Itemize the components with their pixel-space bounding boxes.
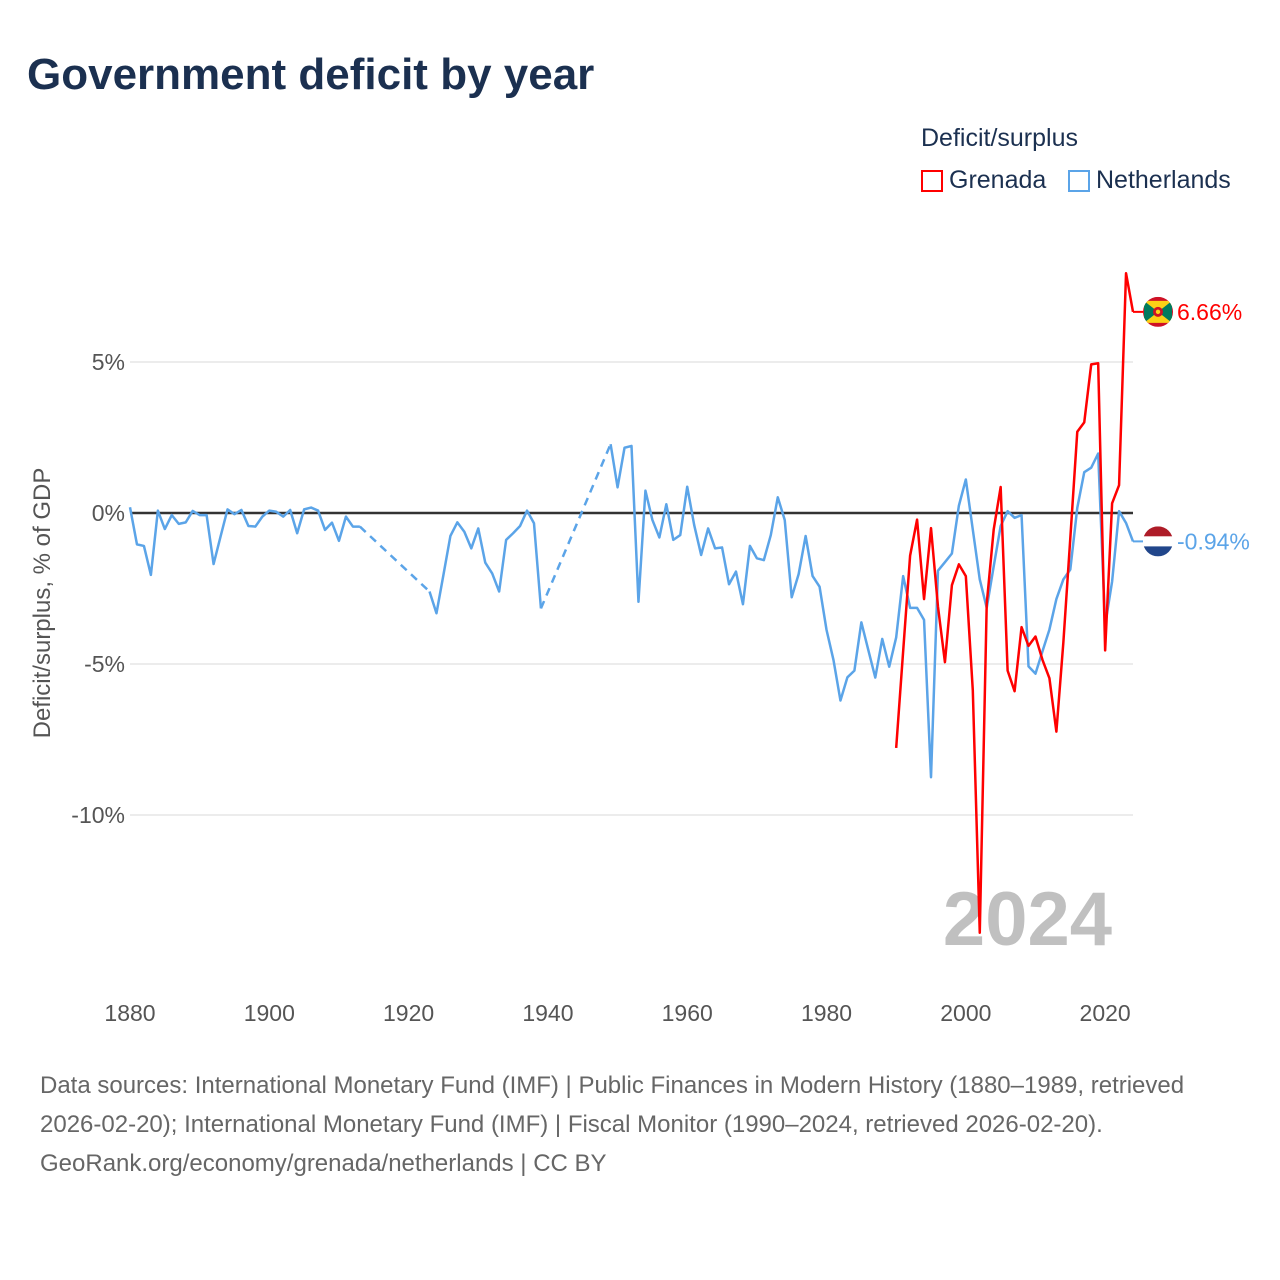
x-tick-label: 1960 bbox=[662, 1000, 713, 1026]
series-gap-netherlands bbox=[359, 443, 612, 609]
end-value-label: -0.94% bbox=[1177, 528, 1250, 554]
x-tick-label: 1980 bbox=[801, 1000, 852, 1026]
data-sources: Data sources: International Monetary Fun… bbox=[40, 1072, 1185, 1138]
y-tick-label: -5% bbox=[84, 651, 125, 677]
legend-item-netherlands[interactable]: Netherlands bbox=[1068, 166, 1231, 195]
legend-swatch-netherlands bbox=[1068, 169, 1090, 192]
y-tick-label: -10% bbox=[71, 802, 125, 828]
legend-label: Netherlands bbox=[1096, 166, 1231, 194]
footer: Data sources: International Monetary Fun… bbox=[40, 1066, 1240, 1183]
y-axis-label: Deficit/surplus, % of GDP bbox=[29, 468, 56, 739]
legend-label: Grenada bbox=[949, 166, 1047, 194]
x-tick-label: 2020 bbox=[1080, 1000, 1131, 1026]
year-label: 2024 bbox=[943, 877, 1112, 962]
x-tick-label: 1880 bbox=[104, 1000, 155, 1026]
end-value-label: 6.66% bbox=[1177, 299, 1242, 325]
line-chart: 5% 0% -5% -10% 1880 1900 1920 1940 1960 1980 2000 2… bbox=[29, 271, 1250, 1026]
x-tick-label: 1920 bbox=[383, 1000, 434, 1026]
grenada-flag-icon bbox=[1143, 296, 1173, 327]
legend-item-grenada[interactable]: Grenada bbox=[921, 166, 1046, 195]
x-tick-label: 2000 bbox=[940, 1000, 991, 1026]
x-tick-label: 1900 bbox=[244, 1000, 295, 1026]
legend-swatch-grenada bbox=[921, 169, 943, 192]
credit-link[interactable]: GeoRank.org/economy/grenada/netherlands … bbox=[40, 1150, 607, 1177]
series-line-netherlands bbox=[128, 443, 1135, 779]
legend-title: Deficit/surplus bbox=[921, 124, 1078, 152]
netherlands-flag-icon bbox=[1143, 526, 1173, 557]
chart-title: Government deficit by year bbox=[27, 50, 595, 99]
y-tick-label: 0% bbox=[92, 500, 125, 526]
y-tick-label: 5% bbox=[92, 349, 125, 375]
series-line-grenada bbox=[894, 271, 1135, 935]
x-tick-label: 1940 bbox=[522, 1000, 573, 1026]
